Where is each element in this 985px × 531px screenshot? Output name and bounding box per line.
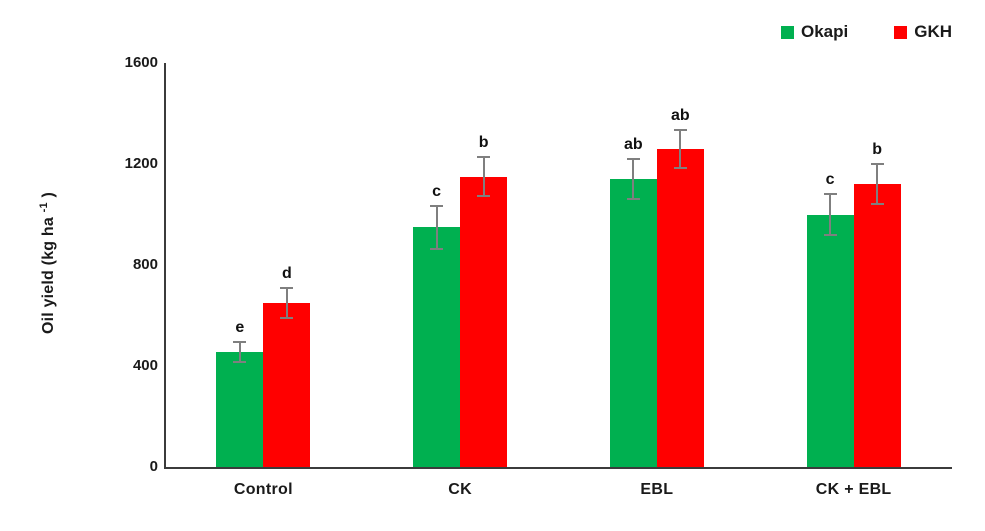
y-tick-label-0: 0 [149,458,158,475]
error-bar-cap [626,198,640,201]
y-tick-label-1600: 1600 [124,54,158,71]
error-bar-cap [233,341,247,343]
error-bar-gkh-ck [482,156,485,197]
legend-item-okapi: Okapi [780,22,849,42]
error-bar-cap [280,316,294,319]
y-axis-line [164,63,166,469]
legend-label-okapi: Okapi [800,22,849,41]
error-bar-cap [233,361,247,364]
legend-item-gkh: GKH [894,22,952,42]
legend-swatch-gkh [894,25,908,39]
error-bar-cap [823,233,837,236]
x-axis-line [164,467,952,469]
y-axis-title-superscript: -1 [37,202,50,213]
x-axis-label-ck: CK [448,481,472,498]
error-bar-cap [430,247,444,250]
significance-letter-okapi-ck: c [432,182,442,200]
y-axis-title-text: Oil yield (kg ha [40,212,58,335]
significance-letter-gkh-ck: b [478,133,489,151]
bar-okapi-control [216,352,264,467]
legend-label-gkh: GKH [914,22,952,41]
significance-letter-okapi-ebl: ab [624,135,643,153]
y-axis-title-close: ) [40,191,58,203]
error-bar-cap [870,163,884,165]
bar-gkh-control [263,302,311,467]
x-axis-label-ck-ebl: CK + EBL [815,481,892,498]
error-bar-cap [477,195,491,198]
significance-letter-gkh-ebl: ab [671,106,690,124]
error-bar-cap [870,203,884,206]
error-bar-cap [673,167,687,170]
error-bar-okapi-ebl [632,158,635,200]
error-bar-okapi-control [238,342,241,363]
bar-gkh-ck-ebl [853,184,901,467]
error-bar-cap [477,155,491,158]
significance-letter-gkh-control: d [281,265,292,283]
significance-letter-gkh-ck-ebl: b [872,141,883,158]
error-bar-cap [823,193,837,196]
y-axis-title: Oil yield (kg ha -1 ) [38,192,58,334]
bar-okapi-ck-ebl [806,214,854,467]
error-bar-gkh-ck-ebl [876,164,879,205]
error-bar-cap [280,287,294,290]
bar-gkh-ck [460,176,508,467]
error-bar-cap [626,157,640,160]
bar-okapi-ebl [609,179,657,467]
error-bar-gkh-ebl [679,129,682,169]
error-bar-okapi-ck-ebl [829,194,832,235]
significance-letter-okapi-control: e [235,319,245,336]
bar-okapi-ck [413,227,461,467]
x-axis-label-control: Control [233,481,293,498]
error-bar-gkh-control [285,288,288,318]
error-bar-okapi-ck [435,205,438,249]
y-tick-label-1200: 1200 [124,155,158,172]
error-bar-cap [673,128,687,131]
x-axis-label-ebl: EBL [640,481,674,498]
y-tick-label-400: 400 [132,357,158,374]
chart-legend: Okapi GKH [780,22,952,42]
error-bar-cap [430,204,444,207]
y-tick-label-800: 800 [132,256,158,273]
significance-letter-okapi-ck-ebl: c [825,171,835,189]
legend-swatch-okapi [780,25,794,39]
bar-gkh-ebl [656,148,704,467]
